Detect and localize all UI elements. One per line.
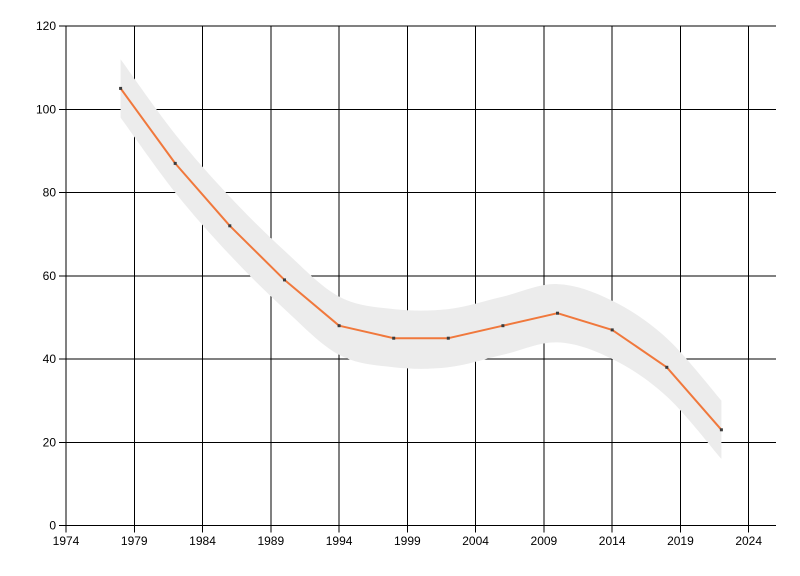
- data-point-marker: [446, 336, 450, 340]
- data-point-marker: [665, 365, 669, 369]
- y-tick-label: 60: [43, 269, 57, 283]
- y-tick-label: 100: [36, 102, 56, 116]
- tick-label-layer: 0 20 40 60 80 100 120 1974 1979 1984 1989 1994 1999 2…: [36, 19, 762, 548]
- data-point-marker: [392, 336, 396, 340]
- x-tick-label: 2009: [531, 534, 558, 548]
- confidence-band: [120, 59, 722, 459]
- x-tick-label: 2019: [667, 534, 694, 548]
- data-point-marker: [228, 224, 232, 228]
- y-tick-label: 20: [43, 435, 57, 449]
- data-point-marker: [337, 324, 341, 328]
- y-tick-label: 120: [36, 19, 56, 33]
- y-tick-label: 0: [49, 519, 56, 533]
- x-tick-label: 1974: [53, 534, 80, 548]
- x-tick-label: 2004: [462, 534, 489, 548]
- x-tick-label: 2014: [599, 534, 626, 548]
- data-point-marker: [501, 324, 505, 328]
- data-point-marker: [719, 428, 723, 432]
- x-tick-label: 2024: [735, 534, 762, 548]
- x-tick-label: 1999: [394, 534, 421, 548]
- y-tick-label: 40: [43, 352, 57, 366]
- y-tick-label: 80: [43, 186, 57, 200]
- x-tick-label: 1984: [189, 534, 216, 548]
- data-point-marker: [556, 311, 559, 315]
- data-point-marker: [119, 86, 123, 90]
- x-tick-label: 1994: [326, 534, 353, 548]
- x-tick-label: 1979: [121, 534, 148, 548]
- data-point-marker: [173, 161, 177, 165]
- marker-layer: [119, 86, 723, 432]
- series-line: [119, 87, 723, 431]
- data-point-marker: [610, 328, 614, 332]
- x-tick-label: 1989: [257, 534, 284, 548]
- data-point-marker: [283, 278, 286, 282]
